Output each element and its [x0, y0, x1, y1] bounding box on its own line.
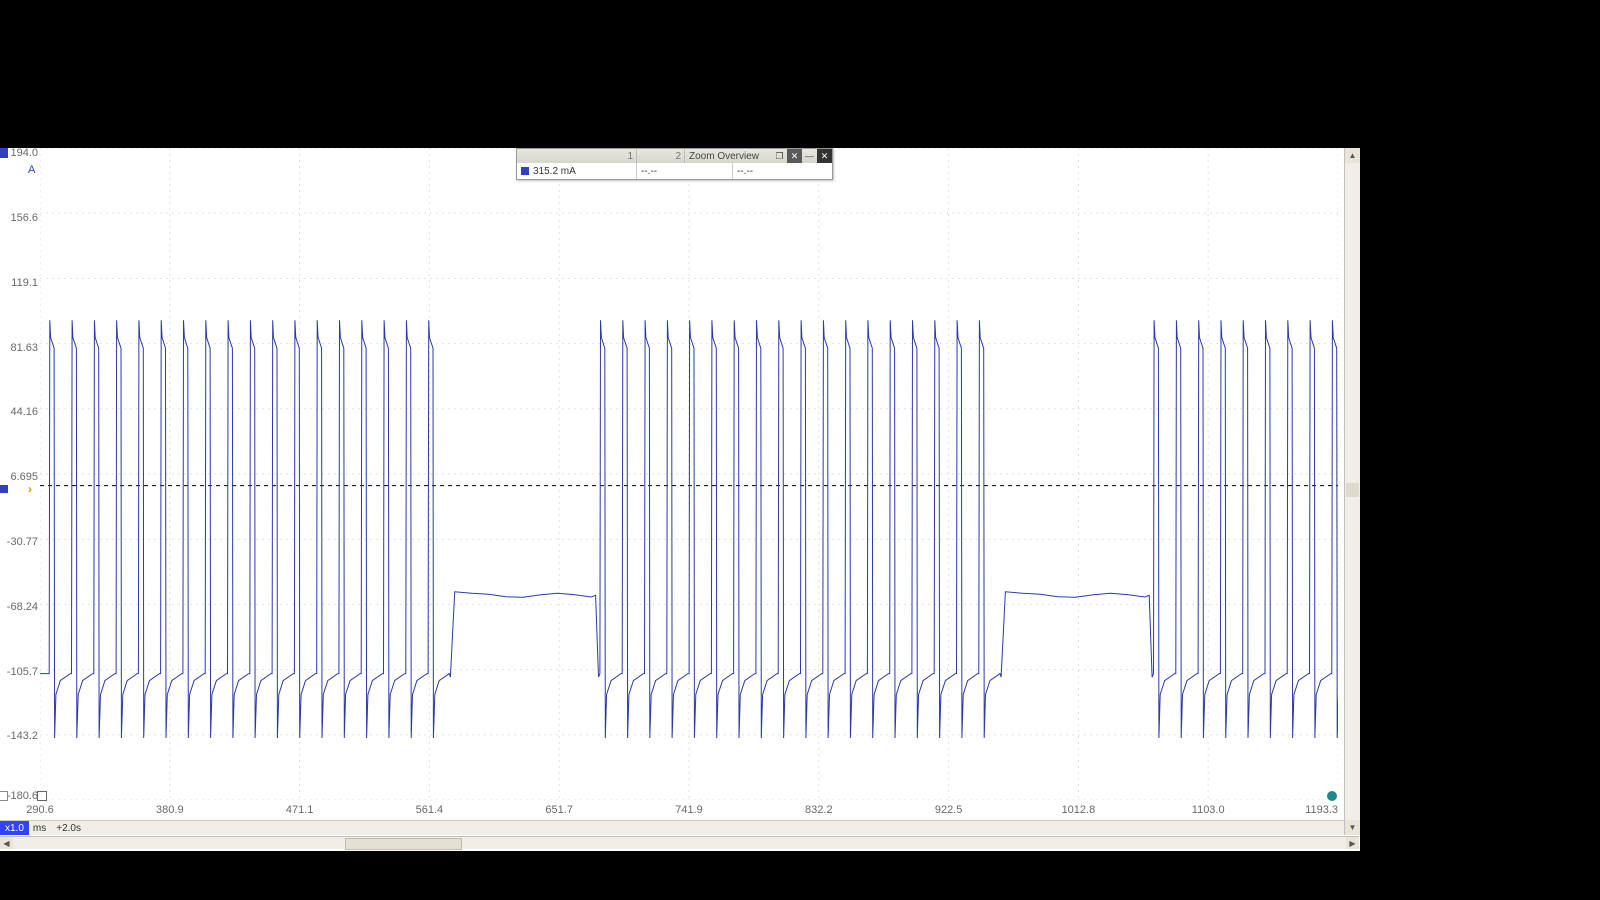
scroll-right-button[interactable]: ▶ — [1346, 837, 1359, 849]
zero-chevron-icon: › — [28, 482, 32, 496]
hscroll-thumb[interactable] — [345, 838, 462, 850]
y-tick-label: 156.6 — [0, 212, 38, 224]
y-tick-label: -105.7 — [0, 666, 38, 678]
x-tick-label: 561.4 — [416, 804, 444, 816]
x-tick-label: 1012.8 — [1062, 804, 1096, 816]
toolbar-col-header: 1 — [517, 149, 637, 163]
toolbar-header[interactable]: 1 2 Zoom Overview ❐ ✕ ― ✕ — [517, 149, 832, 164]
x-tick-label: 380.9 — [156, 804, 184, 816]
oscilloscope-frame: A 194.0 156.6 119.1 81.63 44.16 6.695 -3… — [0, 148, 1360, 851]
time-unit-label: ms — [33, 823, 46, 834]
measurement-cell: --.-- — [637, 163, 733, 179]
minimize-icon[interactable]: ― — [802, 149, 817, 163]
channel-bottom-marker[interactable] — [0, 791, 8, 801]
restore-icon[interactable]: ❐ — [772, 149, 787, 163]
scroll-down-button[interactable]: ▼ — [1345, 820, 1360, 835]
measurement-value: 315.2 mA — [533, 166, 576, 177]
measurement-cell: --.-- — [733, 163, 830, 179]
x-tick-label: 471.1 — [286, 804, 314, 816]
close-icon[interactable]: ✕ — [817, 149, 832, 163]
x-tick-label: 651.7 — [545, 804, 573, 816]
y-tick-label: -30.77 — [0, 536, 38, 548]
x-tick-label: 1193.3 — [1305, 804, 1338, 816]
scroll-drag-handle[interactable] — [1346, 483, 1359, 497]
toolbar-col-header: 2 — [637, 149, 685, 163]
y-axis: A 194.0 156.6 119.1 81.63 44.16 6.695 -3… — [0, 148, 38, 800]
waveform-canvas — [40, 148, 1338, 800]
y-tick-label: 194.0 — [0, 147, 38, 159]
scroll-left-button[interactable]: ◀ — [0, 837, 13, 849]
scroll-up-button[interactable]: ▲ — [1345, 148, 1360, 163]
vertical-scrollbar[interactable]: ▲ ▼ — [1344, 148, 1360, 835]
x-tick-label: 1103.0 — [1192, 804, 1225, 816]
y-tick-label: -68.24 — [0, 601, 38, 613]
y-tick-label: 119.1 — [0, 277, 38, 289]
plot-area[interactable] — [40, 148, 1338, 800]
timebase-status-bar: x1.0 ms +2.0s — [0, 820, 1344, 835]
x-axis: 290.6 380.9 471.1 561.4 651.7 741.9 832.… — [40, 804, 1338, 818]
channel-color-swatch — [521, 167, 529, 175]
toolbar-title: Zoom Overview — [685, 149, 772, 163]
x-tick-label: 832.2 — [805, 804, 833, 816]
y-tick-label: -143.2 — [0, 730, 38, 742]
trigger-marker-icon[interactable] — [1327, 791, 1337, 801]
x-tick-label: 922.5 — [935, 804, 963, 816]
x-tick-label: 741.9 — [675, 804, 703, 816]
time-offset-label: +2.0s — [56, 823, 81, 834]
channel-zero-marker[interactable] — [0, 485, 8, 493]
zoom-chip[interactable]: x1.0 — [0, 821, 29, 835]
x-tick-label: 290.6 — [26, 804, 54, 816]
toolbar-body: 315.2 mA --.-- --.-- — [517, 163, 832, 179]
zoom-overview-toolbar[interactable]: 1 2 Zoom Overview ❐ ✕ ― ✕ 315.2 mA --.--… — [516, 148, 833, 180]
y-tick-label: 6.695 — [0, 471, 38, 483]
measurement-cell: 315.2 mA — [517, 163, 637, 179]
y-tick-label: 81.63 — [0, 342, 38, 354]
y-axis-unit: A — [28, 164, 35, 176]
y-tick-label: 44.16 — [0, 406, 38, 418]
horizontal-scrollbar[interactable]: ◀ ▶ — [0, 836, 1359, 849]
stop-marker-icon — [37, 791, 47, 801]
close-icon[interactable]: ✕ — [787, 149, 802, 163]
